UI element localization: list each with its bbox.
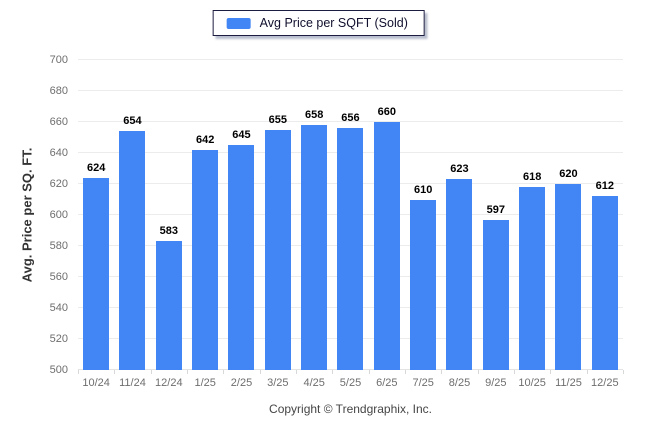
bar	[482, 219, 509, 370]
bar	[410, 199, 437, 370]
bar-value-label: 645	[232, 129, 251, 142]
bar-value-label: 654	[123, 115, 142, 128]
x-axis-tick	[477, 370, 479, 374]
bar-cell: 645 2/25	[223, 60, 259, 389]
y-tick-label: 520	[49, 333, 68, 345]
x-axis-tick	[405, 370, 406, 374]
x-axis-tick	[623, 370, 624, 374]
bar-cell: 597 9/25	[478, 60, 514, 389]
gridline	[78, 121, 623, 122]
y-tick-label: 640	[49, 147, 68, 159]
bar-cell: 612 12/25	[587, 60, 623, 389]
y-tick-label: 540	[49, 302, 68, 314]
x-tick-label: 4/25	[303, 377, 325, 389]
x-tick-label: 12/25	[591, 377, 619, 389]
x-axis-tick	[332, 370, 334, 374]
x-tick-label: 1/25	[194, 377, 216, 389]
bar-cell: 655 3/25	[260, 60, 296, 389]
x-tick-label: 7/25	[412, 377, 434, 389]
gridline	[78, 90, 623, 91]
bar	[555, 184, 582, 370]
x-tick-label: 3/25	[267, 377, 289, 389]
x-axis-tick	[78, 370, 79, 374]
bar-value-label: 656	[341, 112, 360, 125]
bar-value-label: 660	[377, 106, 396, 118]
x-tick-label: 10/25	[518, 377, 546, 389]
x-tick-label: 8/25	[448, 377, 471, 389]
x-tick-label: 2/25	[230, 377, 253, 389]
legend-swatch	[226, 17, 251, 29]
bar-value-label: 583	[159, 225, 178, 238]
gridline	[78, 59, 623, 60]
x-axis-tick	[296, 370, 297, 374]
bar-cell: 624 10/24	[78, 60, 114, 389]
legend-label: Avg Price per SQFT (Sold)	[259, 16, 408, 30]
bar-value-label: 655	[268, 113, 287, 126]
x-axis-tick	[550, 370, 552, 374]
bar	[119, 131, 146, 370]
bar-cell: 660 6/25	[369, 60, 405, 389]
bar-cell: 654 11/24	[114, 60, 150, 389]
x-axis-tick	[150, 370, 152, 374]
bar-value-label: 597	[486, 203, 505, 216]
x-tick-label: 5/25	[339, 377, 362, 389]
plot-area: 500 520 540 560 580 600 620 640 660 680 700 624 10/2…	[50, 54, 624, 389]
x-tick-label: 12/24	[155, 377, 183, 389]
bar-cell: 656 5/25	[332, 60, 368, 389]
x-axis-tick	[441, 370, 443, 374]
bar-value-label: 623	[450, 163, 469, 176]
y-tick-label: 560	[49, 271, 68, 283]
y-tick-label: 680	[49, 85, 68, 97]
bar	[264, 129, 291, 370]
bar	[519, 187, 546, 370]
y-tick-label: 580	[49, 240, 68, 252]
bar	[228, 145, 255, 370]
x-axis-tick	[586, 370, 588, 374]
x-axis-tick	[259, 370, 261, 374]
bar-cell: 642 1/25	[187, 60, 223, 389]
x-axis-tick	[514, 370, 515, 374]
bar	[591, 196, 618, 370]
x-tick-label: 11/24	[119, 377, 146, 389]
bar-cell: 623 8/25	[441, 60, 477, 389]
bar	[373, 122, 400, 370]
bar	[337, 128, 364, 370]
bar-value-label: 642	[195, 133, 215, 146]
y-tick-label: 620	[49, 178, 68, 190]
bar	[155, 241, 182, 370]
y-tick-label: 500	[49, 364, 68, 376]
y-tick-label: 660	[49, 116, 68, 128]
x-axis-tick	[223, 370, 225, 374]
bar	[192, 149, 219, 370]
x-axis-tick	[114, 370, 116, 374]
x-tick-label: 10/24	[82, 377, 110, 389]
bar-cell: 620 11/25	[550, 60, 586, 389]
y-tick-label: 700	[49, 54, 68, 66]
bar-cell: 618 10/25	[514, 60, 550, 389]
bar-value-label: 620	[559, 168, 578, 180]
bar-value-label: 610	[413, 183, 433, 196]
x-tick-label: 11/25	[555, 377, 582, 389]
copyright-text: Copyright © Trendgraphix, Inc.	[269, 402, 432, 416]
legend: Avg Price per SQFT (Sold)	[212, 10, 425, 36]
x-tick-label: 9/25	[485, 377, 507, 389]
x-axis-tick	[187, 370, 188, 374]
bar	[301, 125, 328, 370]
bar	[83, 177, 110, 370]
x-axis-tick	[368, 370, 370, 374]
bar-value-label: 612	[595, 180, 614, 193]
bar-value-label: 618	[522, 171, 542, 184]
bar-cell: 610 7/25	[405, 60, 441, 389]
x-tick-label: 6/25	[376, 377, 398, 389]
bar	[446, 179, 473, 370]
y-tick-label: 600	[49, 209, 68, 221]
bar-cell: 583 12/24	[151, 60, 187, 389]
bar-value-label: 658	[304, 109, 324, 122]
bar-value-label: 624	[86, 161, 106, 174]
bar-cell: 658 4/25	[296, 60, 332, 389]
